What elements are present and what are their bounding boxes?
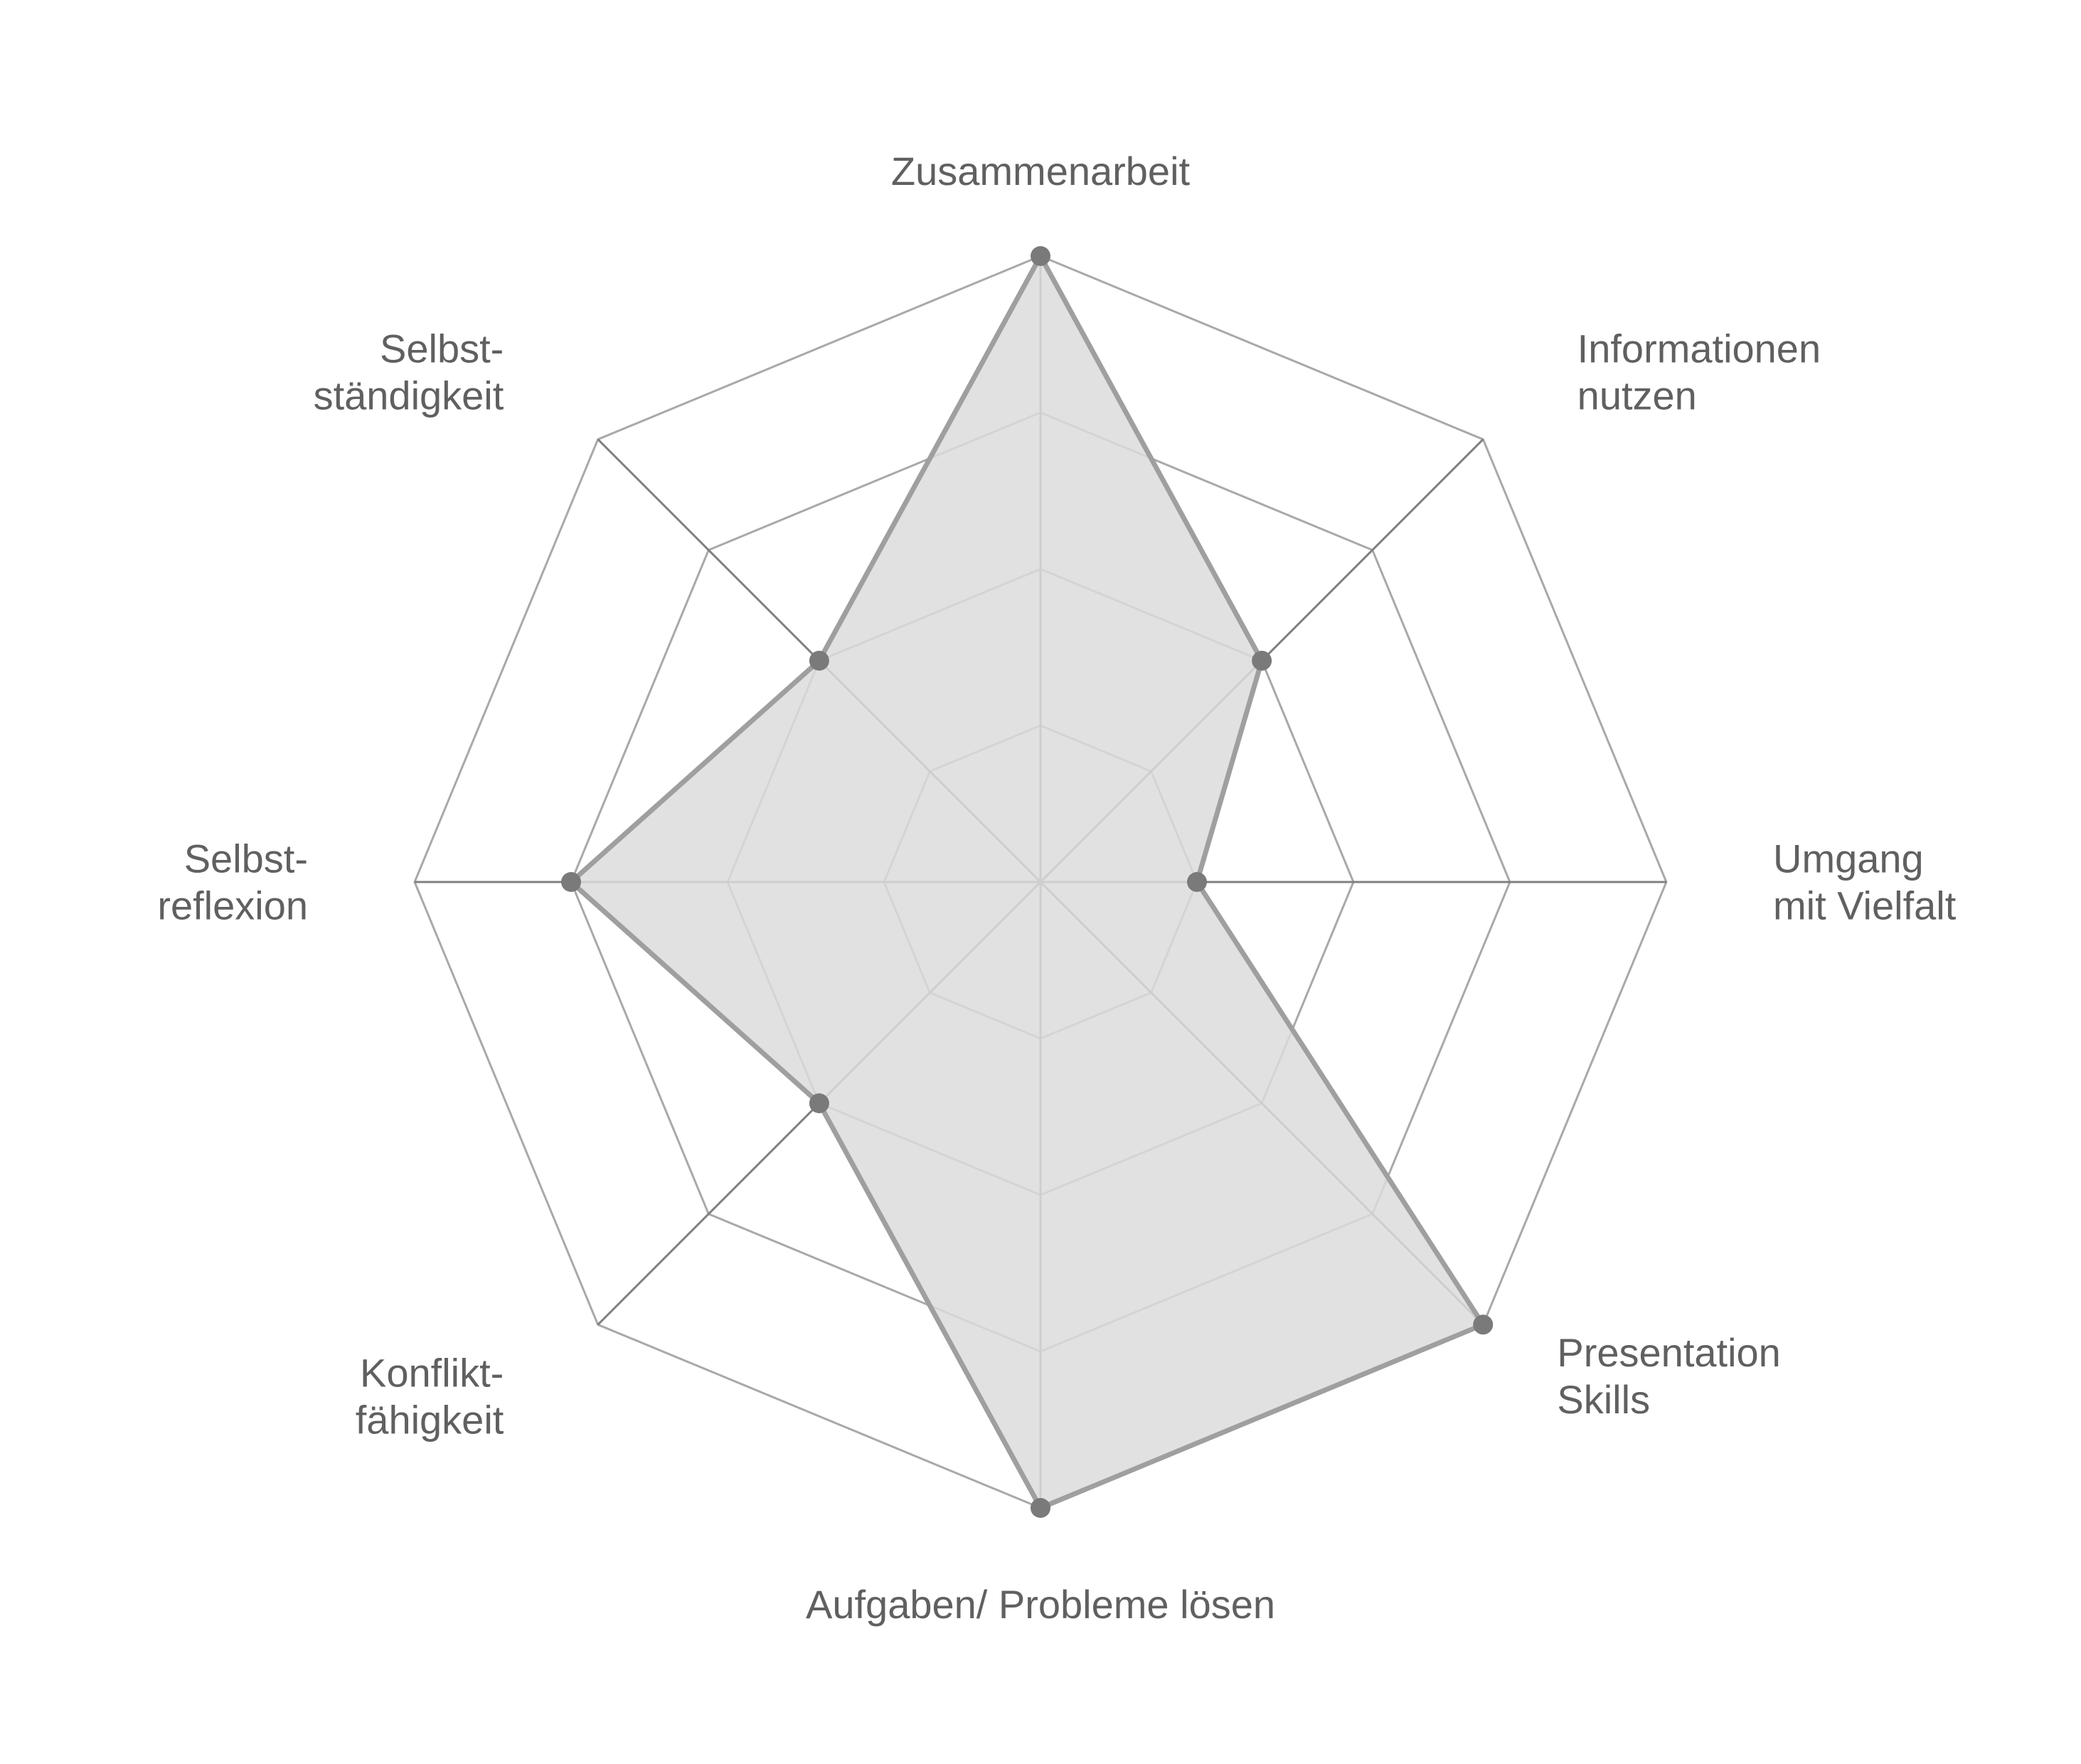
- axis-label-line: reflexion: [157, 883, 308, 928]
- axis-label: Konflikt-fähigkeit: [356, 1350, 504, 1442]
- radar-chart: Zusammenarbeit Informationennutzen Umgangm…: [0, 0, 2081, 1764]
- series-marker: [1031, 1498, 1050, 1518]
- axis-label: Umgangmit Vielfalt: [1773, 836, 1957, 928]
- axis-label: Informationennutzen: [1577, 326, 1821, 418]
- axis-label-line: Selbst-: [380, 326, 504, 371]
- axis-label-line: Umgang: [1773, 836, 1924, 881]
- axis-label: Selbst-ständigkeit: [314, 326, 504, 418]
- chart-wrap: Zusammenarbeit Informationennutzen Umgangm…: [0, 0, 2081, 1764]
- axis-label: Aufgaben/ Probleme lösen: [806, 1582, 1275, 1627]
- axis-label-line: ständigkeit: [314, 373, 504, 418]
- axis-label-line: Zusammenarbeit: [891, 149, 1191, 193]
- axis-label: Selbst-reflexion: [157, 836, 308, 928]
- axis-label: PresentationSkills: [1557, 1330, 1780, 1422]
- series-marker: [1252, 651, 1272, 671]
- series-marker: [809, 651, 829, 671]
- series-marker: [1473, 1314, 1493, 1334]
- axis-label-line: Selbst-: [184, 836, 308, 881]
- series-marker: [1187, 872, 1207, 892]
- axis-label-line: nutzen: [1577, 373, 1697, 418]
- series-marker: [1031, 246, 1050, 266]
- axis-label-line: fähigkeit: [356, 1397, 504, 1442]
- axis-label-line: Aufgaben/ Probleme lösen: [806, 1582, 1275, 1627]
- series-marker: [561, 872, 581, 892]
- axis-label-line: Skills: [1557, 1377, 1650, 1422]
- axis-label: Zusammenarbeit: [891, 149, 1191, 193]
- series-marker: [809, 1093, 829, 1113]
- axis-label-line: Informationen: [1577, 326, 1821, 371]
- axis-label-line: Presentation: [1557, 1330, 1780, 1375]
- axis-label-line: Konflikt-: [360, 1350, 504, 1395]
- axis-label-line: mit Vielfalt: [1773, 883, 1957, 928]
